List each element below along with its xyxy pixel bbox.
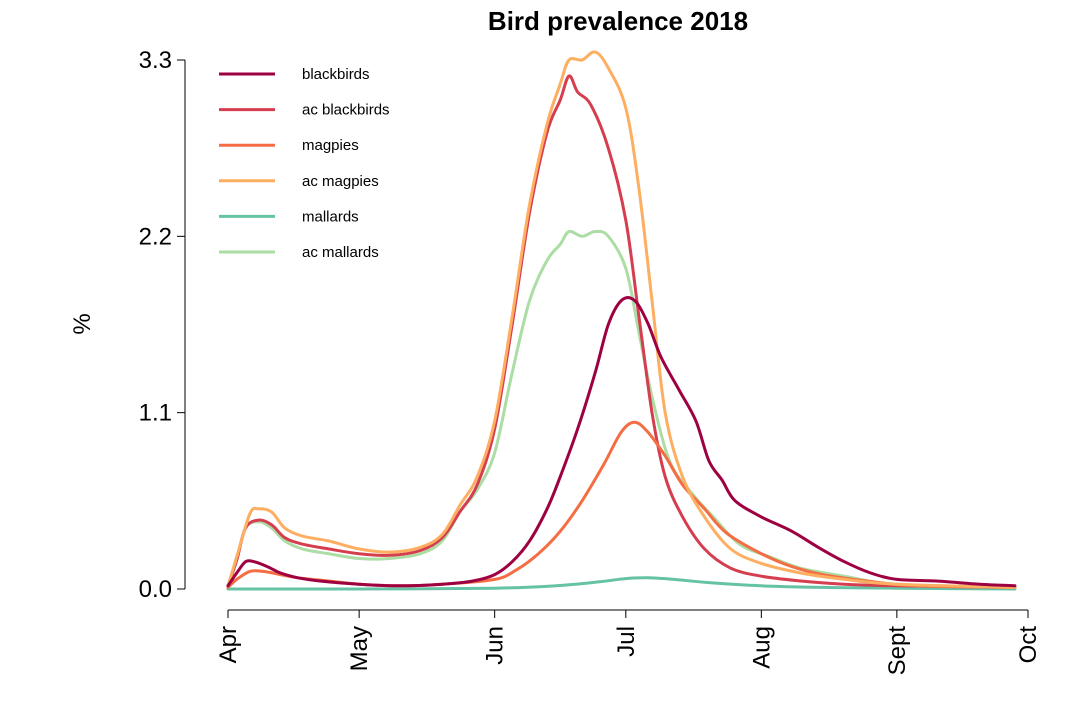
x-tick-label: Aug (748, 626, 775, 669)
y-tick-label: 1.1 (139, 400, 172, 427)
x-tick-label: Sept (884, 626, 911, 676)
legend-label: blackbirds (302, 66, 370, 83)
y-tick-label: 2.2 (139, 223, 172, 250)
series-line-mallards (226, 576, 1017, 591)
series-line-blackbirds (226, 296, 1017, 588)
y-axis-label: % (69, 313, 96, 334)
x-tick-label: May (346, 626, 373, 671)
series-line-ac-mallards (226, 229, 1017, 589)
series-line-ac-blackbirds (226, 74, 1017, 589)
series-line-ac-magpies (226, 50, 1017, 589)
x-axis: Apr May Jun Jul Aug Sept Oct (215, 609, 1042, 676)
y-tick-label: 3.3 (139, 47, 172, 74)
legend-label: ac mallards (302, 244, 379, 261)
legend: blackbirds ac blackbirds magpies ac magpies… (219, 66, 390, 261)
legend-label: magpies (302, 137, 359, 154)
series-line-magpies (226, 420, 1017, 589)
x-tick-label: Jul (613, 626, 640, 657)
x-tick-label: Oct (1015, 626, 1042, 664)
y-axis: 0.0 1.1 2.2 3.3 (139, 47, 186, 603)
x-tick-label: Jun (482, 626, 509, 665)
x-tick-label: Apr (215, 626, 242, 663)
legend-label: mallards (302, 208, 359, 225)
legend-label: ac blackbirds (302, 102, 390, 119)
series-layer (226, 50, 1017, 591)
legend-label: ac magpies (302, 173, 379, 190)
y-tick-label: 0.0 (139, 576, 172, 603)
chart-title: Bird prevalence 2018 (488, 6, 748, 36)
